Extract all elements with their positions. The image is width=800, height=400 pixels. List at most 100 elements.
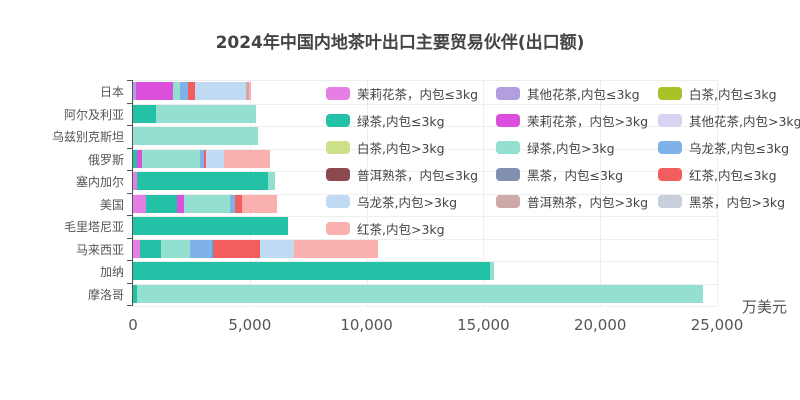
bar-stack[interactable]: [133, 194, 278, 213]
legend-label: 黑茶，内包>3kg: [689, 195, 786, 210]
bar-segment[interactable]: [489, 262, 494, 281]
legend-item[interactable]: 茉莉花茶，内包≤3kg: [326, 84, 478, 103]
bar-segment[interactable]: [184, 194, 231, 213]
bar-segment[interactable]: [199, 149, 204, 168]
bar-segment[interactable]: [179, 82, 188, 101]
legend-swatch-icon: [326, 195, 350, 208]
y-gridline: [133, 306, 717, 307]
bar-stack[interactable]: [133, 262, 494, 281]
bar-segment[interactable]: [214, 239, 261, 258]
legend-item[interactable]: 其他花茶,内包≤3kg: [496, 84, 640, 103]
legend-swatch-icon: [496, 141, 520, 154]
legend-swatch-icon: [496, 168, 520, 181]
y-tick: [127, 260, 133, 261]
y-tick: [127, 80, 133, 81]
legend-item[interactable]: 普洱熟茶，内包>3kg: [496, 192, 648, 211]
legend-item[interactable]: 黑茶，内包>3kg: [658, 192, 785, 211]
bar-segment[interactable]: [260, 239, 295, 258]
bar-stack[interactable]: [133, 104, 257, 123]
bar-segment[interactable]: [133, 172, 137, 191]
legend-item[interactable]: 乌龙茶,内包≤3kg: [658, 138, 789, 157]
bar-segment[interactable]: [136, 82, 173, 101]
bar-segment[interactable]: [194, 82, 246, 101]
legend-swatch-icon: [326, 114, 350, 127]
bar-stack[interactable]: [133, 82, 251, 101]
legend-swatch-icon: [326, 87, 350, 100]
x-tick-label: 0: [128, 316, 138, 334]
bar-segment[interactable]: [235, 194, 243, 213]
y-tick-label: 日本: [99, 85, 124, 100]
y-tick-label: 阿尔及利亚: [63, 107, 124, 122]
bar-segment[interactable]: [140, 239, 162, 258]
x-axis-unit-label: 万美元: [742, 298, 788, 316]
y-gridline: [133, 148, 717, 150]
legend-label: 其他花茶,内包>3kg: [689, 114, 800, 129]
bar-segment[interactable]: [141, 149, 200, 168]
bar-stack[interactable]: [133, 217, 289, 236]
bar-segment[interactable]: [161, 239, 190, 258]
bar-segment[interactable]: [189, 239, 212, 258]
bar-segment[interactable]: [242, 194, 278, 213]
bar-segment[interactable]: [248, 82, 251, 101]
legend-item[interactable]: 黑茶，内包≤3kg: [496, 165, 623, 184]
bar-stack[interactable]: [133, 127, 258, 146]
bar-segment[interactable]: [223, 149, 270, 168]
bar-segment[interactable]: [155, 104, 257, 123]
bar-segment[interactable]: [294, 239, 379, 258]
bar-segment[interactable]: [133, 194, 147, 213]
legend-label: 白茶,内包≤3kg: [689, 87, 777, 102]
bar-segment[interactable]: [187, 82, 195, 101]
legend-item[interactable]: 乌龙茶,内包>3kg: [326, 192, 457, 211]
bar-segment[interactable]: [133, 284, 137, 303]
bar-segment[interactable]: [133, 104, 156, 123]
bar-segment[interactable]: [133, 149, 137, 168]
legend-item[interactable]: 其他花茶,内包>3kg: [658, 111, 800, 130]
y-tick-label: 加纳: [99, 265, 124, 280]
bar-segment[interactable]: [133, 127, 258, 146]
y-tick: [127, 125, 133, 126]
legend-item[interactable]: 红茶,内包≤3kg: [658, 165, 777, 184]
bar-segment[interactable]: [136, 149, 142, 168]
legend-label: 普洱熟茶，内包≤3kg: [357, 168, 479, 183]
bar-segment[interactable]: [245, 82, 249, 101]
legend-label: 其他花茶,内包≤3kg: [527, 87, 640, 102]
bar-segment[interactable]: [205, 149, 224, 168]
bar-stack[interactable]: [133, 149, 270, 168]
legend-swatch-icon: [658, 168, 682, 181]
bar-segment[interactable]: [133, 239, 140, 258]
bar-segment[interactable]: [133, 82, 137, 101]
legend-swatch-icon: [496, 87, 520, 100]
bar-segment[interactable]: [133, 217, 289, 236]
legend-label: 白茶,内包>3kg: [357, 141, 445, 156]
bar-segment[interactable]: [172, 82, 180, 101]
legend-item[interactable]: 红茶,内包>3kg: [326, 219, 445, 238]
y-gridline: [133, 193, 717, 195]
legend-label: 乌龙茶,内包≤3kg: [689, 141, 790, 156]
bar-segment[interactable]: [230, 194, 236, 213]
y-tick: [127, 237, 133, 239]
bar-segment[interactable]: [136, 284, 703, 303]
legend-item[interactable]: 白茶,内包≤3kg: [658, 84, 777, 103]
bar-stack[interactable]: [133, 284, 703, 303]
y-tick-label: 毛里塔尼亚: [63, 220, 124, 235]
legend-item[interactable]: 绿茶,内包≤3kg: [326, 111, 445, 130]
bar-stack[interactable]: [133, 172, 276, 191]
legend-item[interactable]: 普洱熟茶，内包≤3kg: [326, 165, 478, 184]
bar-segment[interactable]: [203, 149, 206, 168]
bar-segment[interactable]: [177, 194, 185, 213]
bar-segment[interactable]: [133, 262, 490, 281]
bar-segment[interactable]: [211, 239, 215, 258]
bar-segment[interactable]: [136, 172, 269, 191]
legend-label: 黑茶，内包≤3kg: [527, 168, 624, 183]
bar-stack[interactable]: [133, 239, 379, 258]
legend-item[interactable]: 白茶,内包>3kg: [326, 138, 445, 157]
y-gridline: [133, 103, 717, 105]
bar-segment[interactable]: [268, 172, 276, 191]
chart-title: 2024年中国内地茶叶出口主要贸易伙伴(出口额): [215, 33, 585, 53]
y-gridline: [133, 283, 717, 285]
legend-item[interactable]: 绿茶,内包>3kg: [496, 138, 615, 157]
legend-item[interactable]: 茉莉花茶，内包>3kg: [496, 111, 648, 130]
bar-segment[interactable]: [146, 194, 178, 213]
y-tick: [127, 215, 133, 216]
x-tick-label: 10,000: [340, 316, 393, 334]
